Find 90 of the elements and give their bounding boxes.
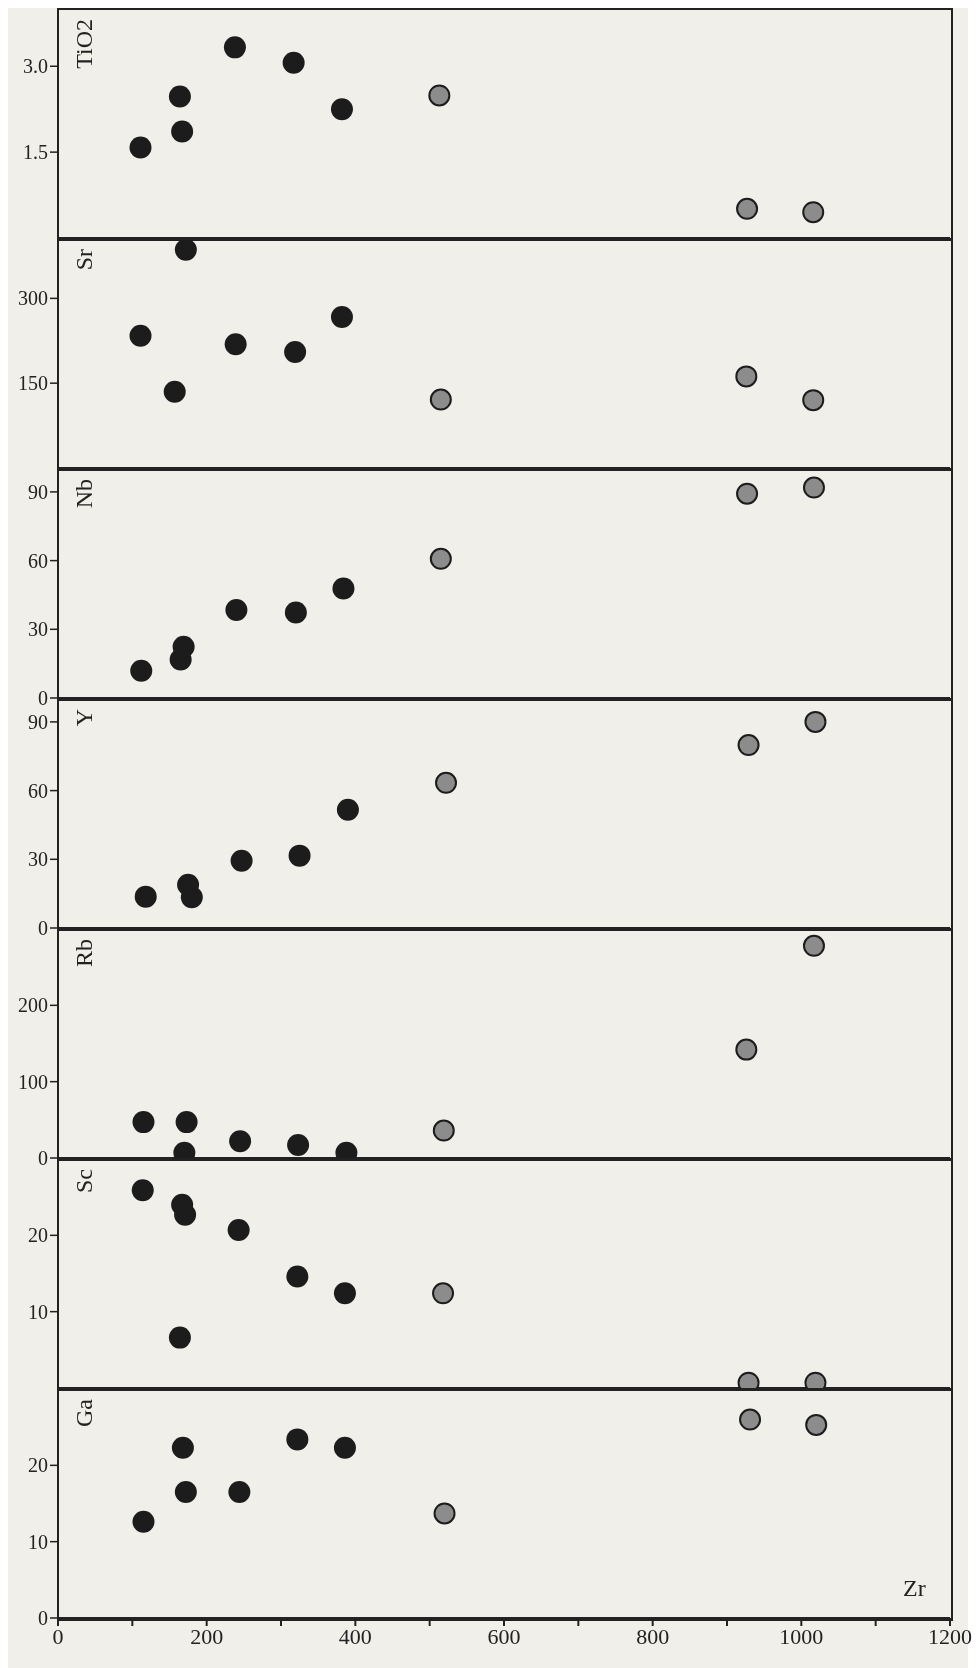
y-tick-label: 200 [18,994,48,1017]
point [802,201,825,224]
x-tick-label: 400 [338,1623,372,1649]
y-tick-label: 60 [28,779,48,802]
point [805,1413,828,1436]
point [333,1436,356,1459]
y-axis-title: Ga [71,1399,97,1427]
point [739,1408,762,1431]
point [432,1282,455,1305]
point [287,1134,310,1157]
y-tick-label: 10 [28,1300,48,1323]
y-axis-title: Nb [71,479,97,509]
point [228,1481,251,1504]
point [134,885,157,908]
y-tick-label: 60 [28,549,48,572]
x-axis-title: Zr [903,1575,926,1601]
point [429,547,452,570]
point [735,365,758,388]
y-tick-label: 90 [28,481,48,503]
point [227,1218,250,1241]
point [229,1130,252,1153]
y-tick-label: 100 [18,1070,48,1093]
point [132,1111,155,1134]
point [130,659,153,682]
point [131,1179,154,1202]
x-tick-label: 800 [636,1623,670,1649]
point [284,601,307,624]
point [180,886,203,909]
point [129,136,152,159]
point [284,341,307,364]
y-tick-label: 150 [18,372,48,395]
point [802,476,825,499]
point [171,1436,194,1459]
point [736,197,759,220]
point [223,36,246,59]
y-tick-label: 300 [18,287,48,310]
point [802,934,825,957]
point [433,1502,456,1525]
point [737,734,760,757]
y-axis-title: Y [71,709,97,727]
point [330,98,353,121]
point [174,1481,197,1504]
point [282,51,305,74]
point [428,84,451,107]
x-tick-label: 600 [487,1623,521,1649]
x-tick-label: 1200 [928,1623,972,1649]
point [163,380,186,403]
y-tick-label: 90 [28,711,48,733]
point [336,798,359,821]
point [736,482,759,505]
y-tick-label: 20 [28,1224,48,1247]
point [132,1510,155,1533]
y-axis-title: Rb [71,939,97,968]
point [286,1428,309,1451]
point [432,1119,455,1142]
point [802,389,825,412]
y-tick-label: 20 [28,1454,48,1477]
y-axis-title: TiO2 [71,19,97,69]
y-tick-label: 10 [28,1530,48,1553]
x-tick-label: 1000 [779,1623,824,1649]
point [171,120,194,143]
point [230,849,253,872]
point [168,1326,191,1349]
point [175,1111,198,1134]
y-tick-label: 0 [38,687,48,710]
y-tick-label: 30 [28,848,48,871]
point [225,599,248,622]
x-tick-label: 200 [190,1623,224,1649]
point [435,771,458,794]
y-tick-label: 1.5 [23,141,48,164]
point [804,710,827,733]
point [330,306,353,329]
point [735,1038,758,1061]
point [129,324,152,347]
y-tick-label: 0 [38,917,48,940]
y-tick-label: 30 [28,618,48,641]
y-tick-label: 3.0 [23,55,48,78]
point [172,635,195,658]
point [224,333,247,356]
point [333,1282,356,1305]
y-axis-title: Sc [71,1169,97,1193]
y-axis-title: Sr [71,249,97,271]
point [168,85,191,108]
point [174,239,197,261]
point [288,844,311,867]
point [429,388,452,411]
y-tick-label: 0 [38,1607,48,1630]
point [286,1265,309,1288]
y-tick-label: 0 [38,1147,48,1170]
point [332,577,355,600]
